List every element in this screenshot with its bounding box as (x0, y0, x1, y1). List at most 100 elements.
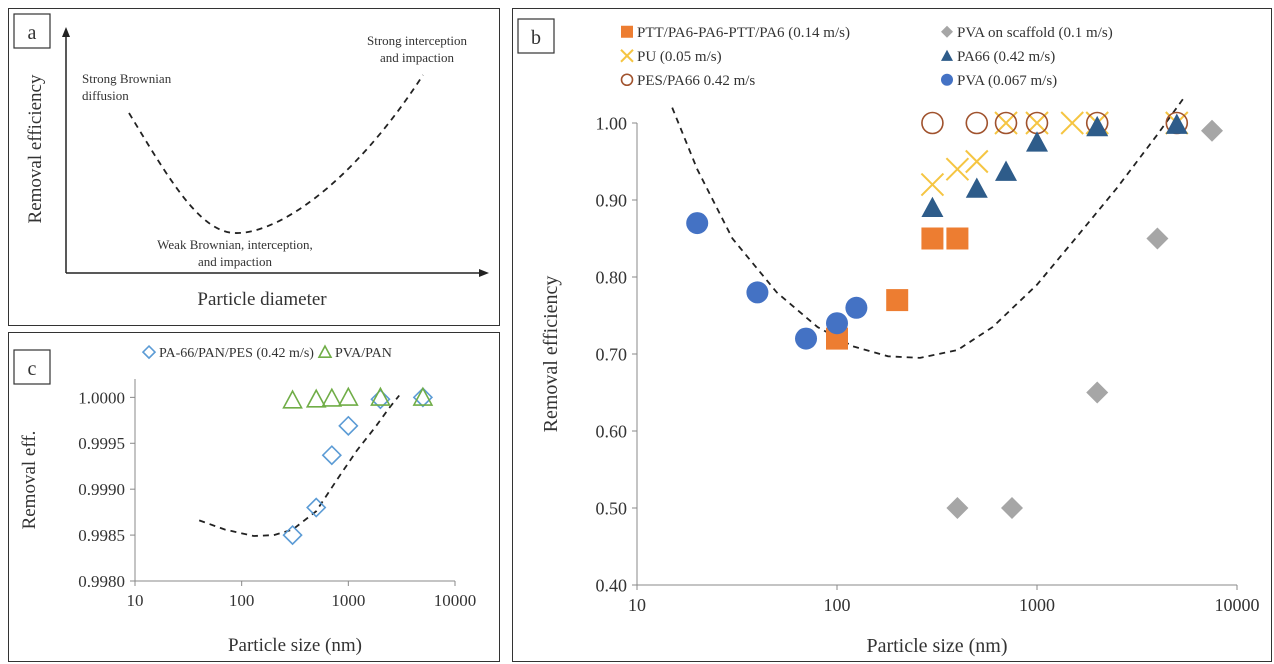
data-point-series-1 (920, 172, 945, 197)
legend-label-1: PU (0.05 m/s) (637, 49, 722, 65)
legend-label-2: PES/PA66 0.42 m/s (637, 73, 755, 89)
legend-marker-5 (941, 73, 953, 86)
legend-label-5: PVA (0.067 m/s) (957, 73, 1057, 89)
data-point-series-3 (1001, 497, 1024, 519)
data-point-series-3 (1201, 119, 1224, 142)
y-tick-label: 0.60 (596, 421, 628, 441)
panel-letter-box (13, 13, 51, 49)
panel-a: a Removal efficiency Particle diameter S… (8, 8, 500, 326)
legend-marker-2 (620, 73, 634, 87)
data-point-series-5 (795, 327, 818, 350)
panel-letter: c (28, 358, 37, 380)
data-point-series-3 (946, 497, 969, 519)
y-tick-label: 0.40 (596, 575, 628, 595)
legend-marker-0 (141, 344, 157, 360)
x-tick-label: 10 (628, 595, 646, 615)
data-point-series-4 (1165, 113, 1188, 134)
data-point-series-1 (412, 386, 434, 406)
data-point-series-4 (921, 196, 944, 218)
legend-label-0: PA-66/PAN/PES (0.42 m/s) (159, 346, 314, 361)
x-tick-label: 10 (127, 591, 144, 610)
data-point-series-0 (370, 389, 391, 410)
efficiency-curve (128, 74, 424, 234)
data-point-series-2 (994, 111, 1018, 135)
chart-b: b 10 100 1000 10000 0.40 0.50 0.60 0.70 0.80 0.90… (517, 18, 1260, 657)
panel-letter: b (531, 27, 541, 49)
legend-label-3: PVA on scaffold (0.1 m/s) (957, 25, 1113, 41)
panel-letter: a (28, 22, 37, 44)
x-axis-label: Particle diameter (197, 289, 327, 310)
y-tick-label: 0.9995 (78, 434, 125, 453)
data-point-series-0 (282, 524, 303, 546)
annotation-weak-line1: Weak Brownian, interception, (157, 237, 313, 252)
y-tick-label: 0.90 (596, 190, 628, 210)
concept-chart: a Removal efficiency Particle diameter S… (13, 13, 489, 310)
legend-marker-0 (621, 25, 633, 38)
data-point-series-2 (965, 111, 989, 135)
y-axis-title: Removal efficiency (540, 276, 562, 433)
y-tick-label: 0.70 (596, 344, 628, 364)
data-point-series-0 (921, 227, 944, 250)
data-point-series-1 (282, 389, 303, 409)
data-point-series-1 (321, 387, 343, 407)
data-point-series-0 (412, 387, 434, 408)
data-point-series-1 (305, 388, 327, 408)
y-tick-label: 0.9980 (78, 572, 125, 591)
data-point-series-0 (826, 327, 848, 350)
x-tick-label: 100 (824, 595, 851, 615)
y-axis-arrow-icon (62, 27, 70, 37)
y-tick-label: 0.50 (596, 498, 628, 518)
legend-label-4: PA66 (0.42 m/s) (957, 49, 1055, 65)
data-point-series-3 (1086, 381, 1109, 404)
trend-line (198, 394, 400, 537)
panel-letter-box (517, 18, 555, 54)
annotation-brownian-line2: diffusion (82, 88, 129, 103)
x-tick-label: 10000 (434, 591, 477, 610)
legend-marker-1 (620, 49, 634, 63)
data-point-series-1 (1060, 111, 1084, 135)
legend-marker-1 (317, 344, 333, 359)
y-axis-label: Removal efficiency (25, 74, 46, 223)
x-tick-label: 1000 (331, 591, 365, 610)
data-point-series-4 (965, 177, 988, 198)
data-point-series-1 (337, 386, 359, 406)
x-tick-label: 100 (229, 591, 255, 610)
x-axis-title: Particle size (nm) (866, 635, 1007, 657)
panel-letter-box (13, 349, 51, 385)
annotation-weak-line2: and impaction (198, 254, 273, 269)
data-point-series-0 (886, 289, 909, 312)
x-tick-label: 1000 (1019, 595, 1055, 615)
data-point-series-3 (1146, 227, 1169, 250)
annotation-brownian-line1: Strong Brownian (82, 71, 172, 86)
data-point-series-0 (946, 227, 969, 250)
legend-label-1: PVA/PAN (335, 346, 392, 361)
annotation-interception-line1: Strong interception (367, 33, 468, 48)
trend-line (671, 95, 1186, 359)
panel-b: b 10 100 1000 10000 0.40 0.50 0.60 0.70 0.80 0.90… (512, 8, 1272, 662)
legend-marker-4 (941, 49, 953, 61)
data-point-series-4 (1086, 115, 1109, 137)
data-point-series-1 (370, 386, 391, 406)
y-tick-label: 0.9985 (78, 526, 125, 545)
annotation-interception-line2: and impaction (380, 50, 455, 65)
data-point-series-2 (921, 111, 944, 135)
x-axis-arrow-icon (479, 269, 489, 277)
panel-c: c 10 100 1000 10000 0.9980 0.9985 0.9990 0.9995… (8, 332, 500, 662)
y-tick-label: 0.9990 (78, 480, 125, 499)
data-point-series-0 (321, 445, 342, 466)
x-tick-label: 10000 (1215, 595, 1260, 615)
legend-label-0: PTT/PA6-PA6-PTT/PA6 (0.14 m/s) (637, 25, 850, 41)
chart-c: c 10 100 1000 10000 0.9980 0.9985 0.9990 0.9995… (13, 344, 477, 656)
data-point-series-5 (826, 312, 848, 335)
data-point-series-1 (965, 149, 989, 174)
y-tick-label: 0.80 (596, 267, 628, 287)
y-axis-title: Removal eff. (19, 431, 40, 530)
data-point-series-5 (845, 296, 868, 319)
y-tick-label: 1.00 (596, 113, 628, 133)
data-point-series-5 (686, 212, 709, 235)
x-axis-title: Particle size (nm) (228, 635, 362, 656)
data-point-series-0 (306, 497, 327, 518)
data-point-series-0 (338, 415, 359, 436)
y-tick-label: 1.0000 (78, 388, 125, 407)
data-point-series-5 (746, 281, 769, 304)
